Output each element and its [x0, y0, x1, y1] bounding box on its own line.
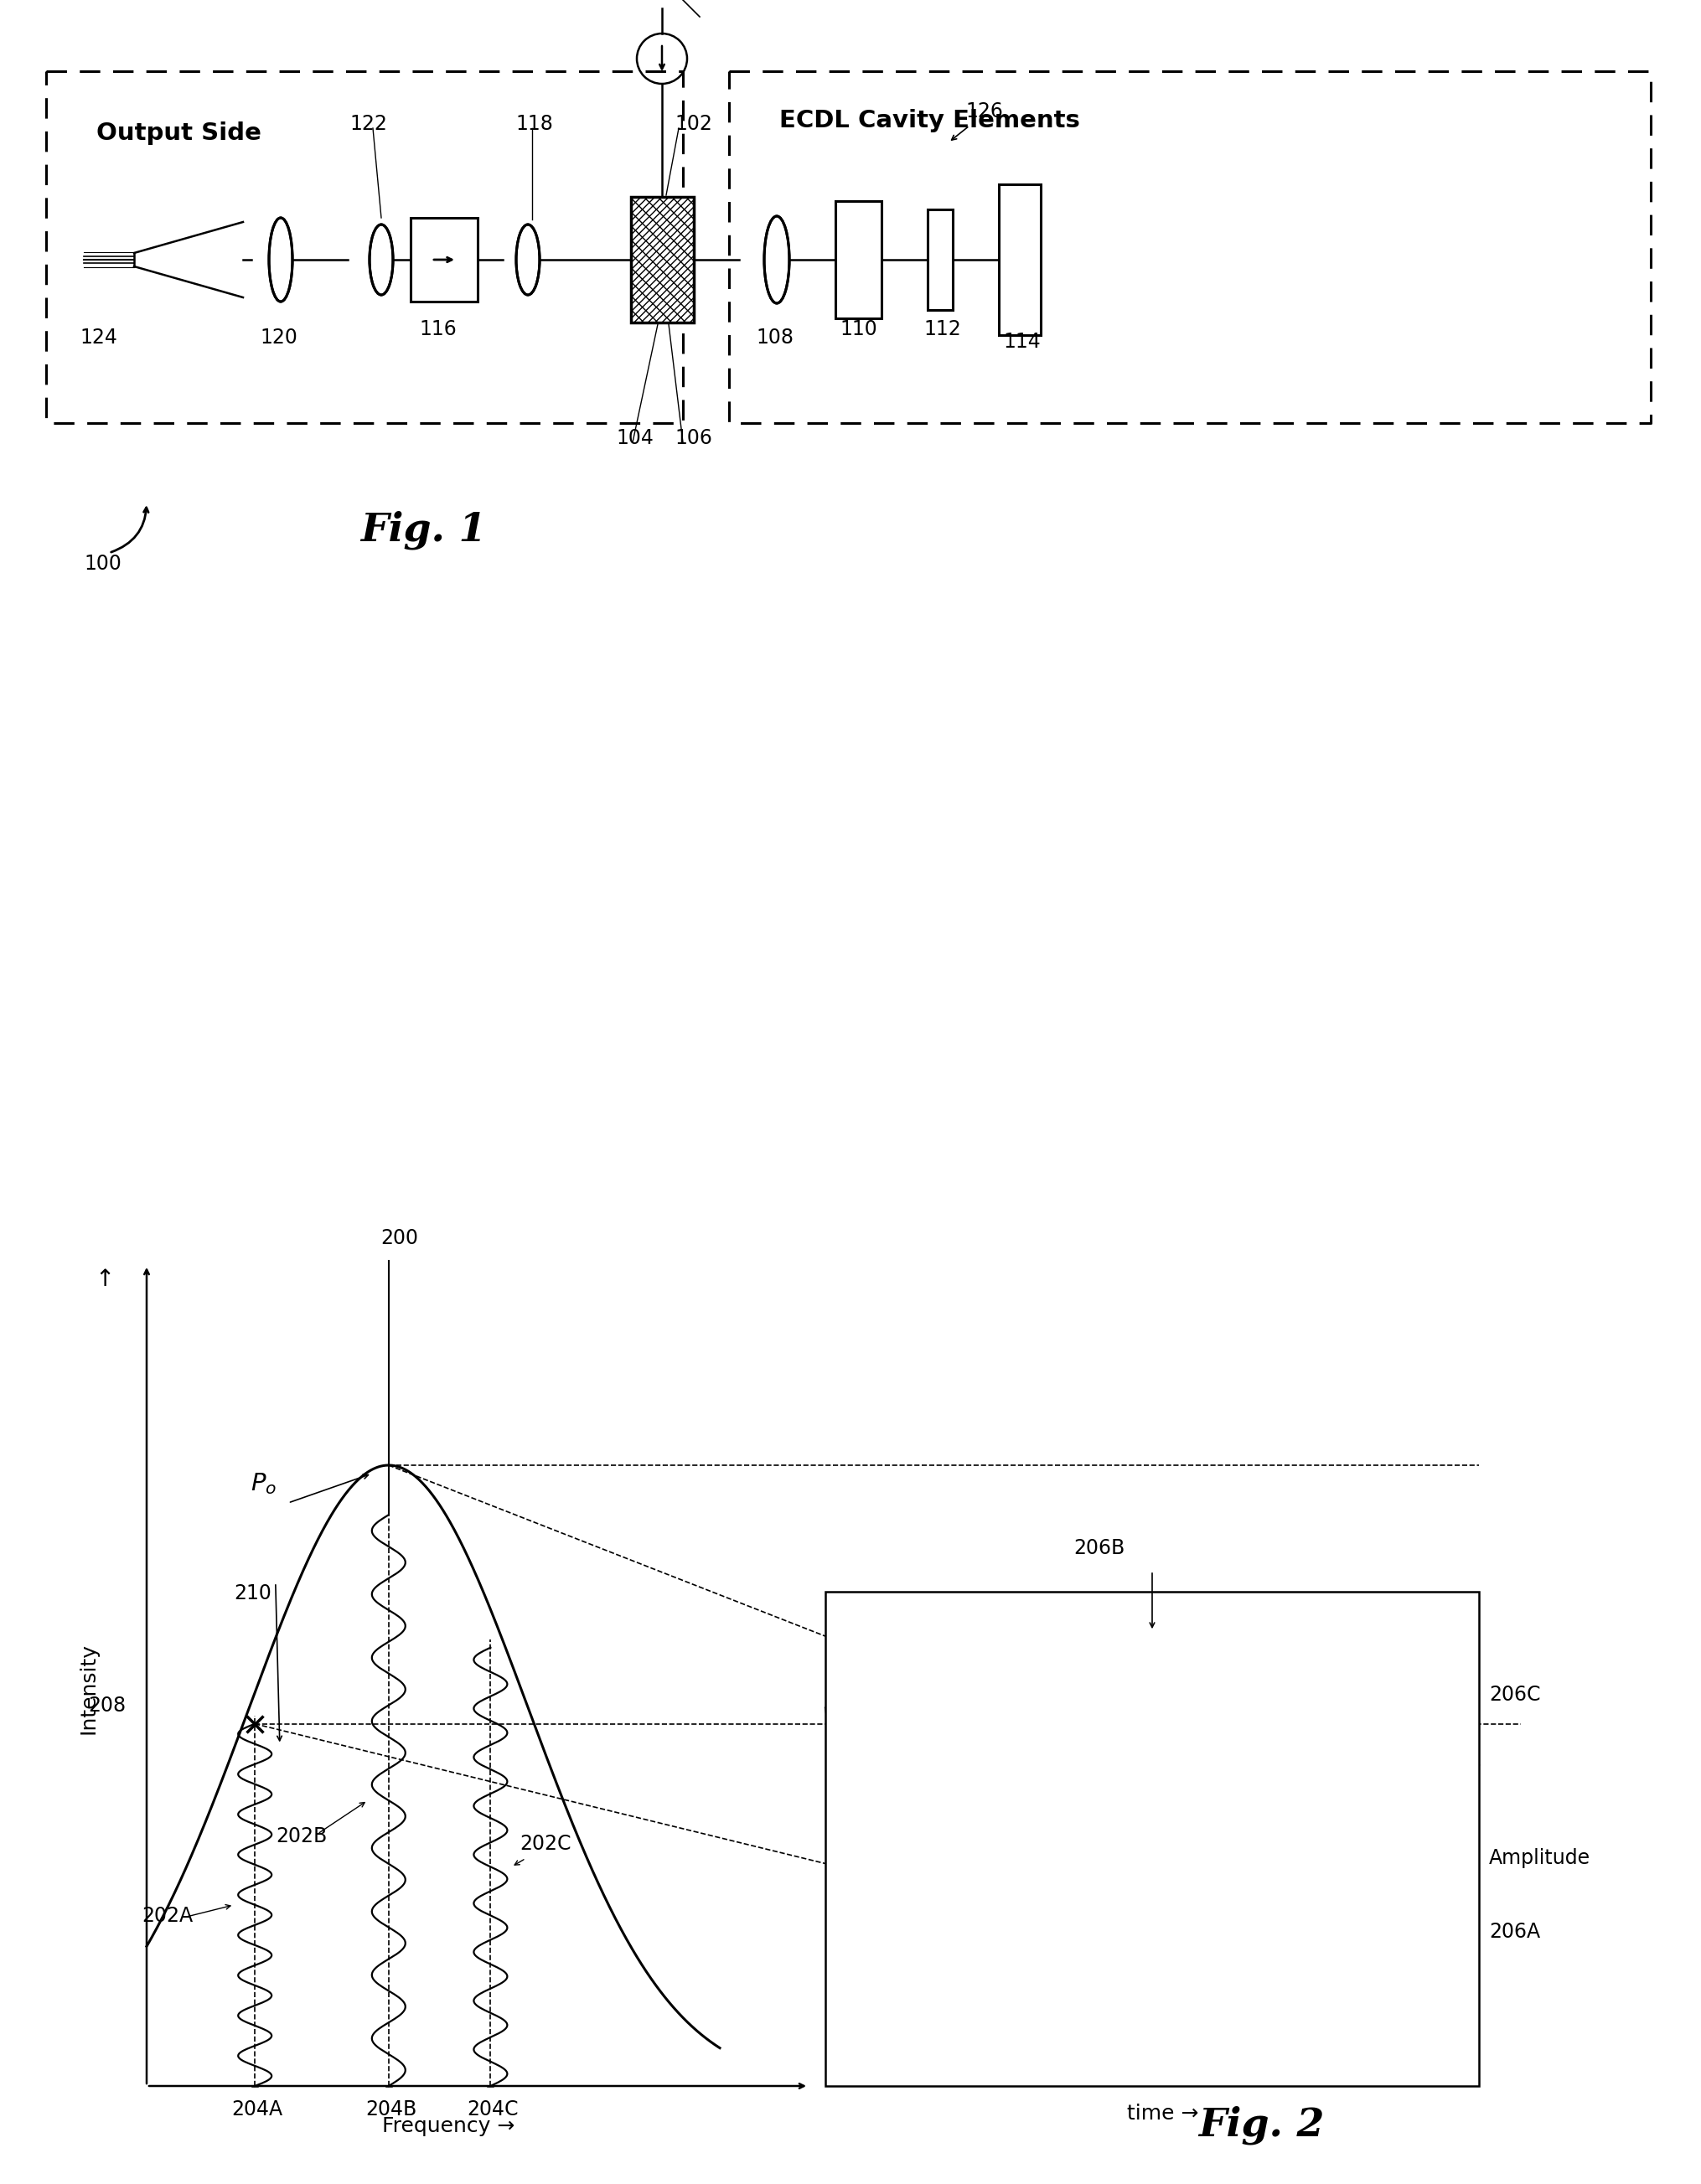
Bar: [825, 1592, 1478, 2086]
Text: 204B: 204B: [366, 2099, 417, 2118]
Text: 206C: 206C: [1488, 1684, 1539, 1706]
Text: Fig. 2: Fig. 2: [1198, 2105, 1323, 2145]
Text: 206A: 206A: [1488, 1922, 1539, 1942]
Text: 110: 110: [839, 319, 876, 339]
Text: 112: 112: [924, 319, 961, 339]
Text: 116: 116: [418, 319, 456, 339]
Text: 104: 104: [616, 428, 653, 448]
Text: Frequency →: Frequency →: [381, 2116, 514, 2136]
Text: $P_o$: $P_o$: [250, 1472, 276, 1496]
Text: Intensity: Intensity: [78, 1642, 99, 1734]
Text: 108: 108: [755, 328, 793, 347]
Text: 106: 106: [674, 428, 711, 448]
Text: ECDL Cavity Elements: ECDL Cavity Elements: [779, 109, 1080, 133]
Text: Output Side: Output Side: [97, 122, 262, 144]
Text: 202A: 202A: [141, 1907, 192, 1926]
Bar: [927, 210, 953, 310]
Text: 126: 126: [964, 100, 1002, 122]
Text: ↑: ↑: [95, 1267, 114, 1291]
Text: 114: 114: [1002, 332, 1039, 352]
Text: 120: 120: [260, 328, 298, 347]
Text: 122: 122: [349, 114, 386, 133]
Text: 210: 210: [233, 1583, 270, 1603]
Text: 204C: 204C: [466, 2099, 519, 2118]
Text: 102: 102: [674, 114, 711, 133]
Text: Amplitude: Amplitude: [1488, 1848, 1590, 1867]
Text: Fig. 1: Fig. 1: [361, 511, 486, 548]
Bar: [631, 197, 694, 323]
Text: 100: 100: [83, 555, 121, 574]
Text: 202B: 202B: [276, 1826, 327, 1845]
Text: 118: 118: [515, 114, 553, 133]
Bar: [631, 197, 694, 323]
Text: 200: 200: [379, 1227, 418, 1249]
Bar: [410, 218, 478, 301]
Text: 202C: 202C: [519, 1835, 572, 1854]
Text: 206B: 206B: [1073, 1538, 1124, 1557]
Text: 204A: 204A: [231, 2099, 282, 2118]
Bar: [835, 201, 881, 319]
Bar: [631, 197, 694, 323]
Text: 208: 208: [88, 1695, 126, 1714]
Bar: [998, 183, 1041, 334]
Text: 124: 124: [80, 328, 117, 347]
Text: time →: time →: [1126, 2103, 1198, 2123]
